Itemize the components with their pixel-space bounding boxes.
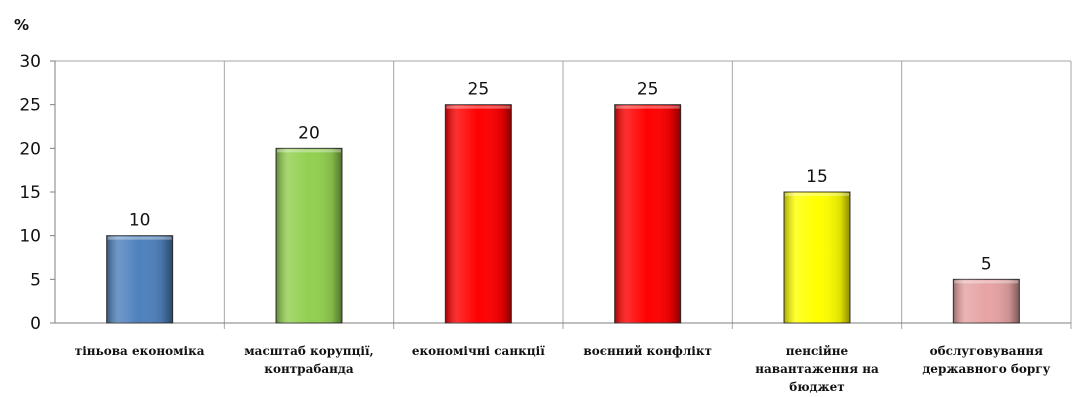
data-label: 20 bbox=[298, 123, 320, 143]
bar-top-highlight bbox=[954, 280, 1019, 284]
y-tick-label: 5 bbox=[30, 270, 41, 290]
bar-top-highlight bbox=[107, 236, 172, 240]
category-gridlines bbox=[55, 60, 1072, 329]
x-tick-label: воєнний конфлікт bbox=[583, 344, 712, 358]
y-tick-label: 25 bbox=[19, 96, 41, 116]
x-tick-label: контрабанда bbox=[264, 362, 354, 376]
x-axis-category-labels: тіньова економіка масштаб корупції, контра… bbox=[75, 344, 1051, 394]
bars bbox=[106, 104, 1020, 324]
bar-group bbox=[444, 104, 512, 324]
bar-shading bbox=[106, 235, 173, 323]
data-label: 25 bbox=[637, 80, 659, 100]
x-tick-label: масштаб корупції, bbox=[244, 344, 373, 358]
y-axis-ticks: 0 5 10 15 20 25 30 bbox=[19, 52, 55, 334]
bar-shading bbox=[445, 104, 512, 324]
bar-group bbox=[952, 278, 1020, 324]
bar-group bbox=[106, 235, 174, 324]
x-tick-label: пенсійне bbox=[786, 344, 849, 358]
bar-group bbox=[783, 191, 851, 324]
x-tick-label: державного боргу bbox=[922, 362, 1050, 376]
bar-shading bbox=[614, 104, 681, 324]
bar-top-highlight bbox=[277, 149, 341, 153]
x-tick-label: навантаження на bbox=[755, 362, 879, 376]
y-tick-label: 30 bbox=[19, 52, 41, 72]
x-tick-label: економічні санкції bbox=[412, 344, 545, 358]
data-label: 25 bbox=[468, 80, 490, 100]
bar-shading bbox=[784, 192, 850, 323]
y-tick-label: 20 bbox=[19, 139, 41, 159]
y-axis-unit-label: % bbox=[14, 16, 29, 34]
y-tick-label: 10 bbox=[19, 227, 41, 247]
bar-top-highlight bbox=[615, 105, 680, 109]
bar-shading bbox=[276, 148, 342, 323]
y-tick-label: 15 bbox=[19, 183, 41, 203]
y-tick-label: 0 bbox=[30, 314, 41, 334]
bar-group bbox=[614, 104, 682, 324]
bar-top-highlight bbox=[446, 105, 511, 109]
data-label: 15 bbox=[806, 167, 828, 187]
data-label: 5 bbox=[981, 254, 992, 274]
bar-shading bbox=[953, 279, 1020, 323]
x-tick-label: обслуговування bbox=[930, 344, 1044, 358]
data-label: 10 bbox=[129, 211, 151, 231]
bar-top-highlight bbox=[785, 193, 849, 196]
data-labels: 10 20 25 25 15 5 bbox=[129, 80, 992, 275]
bar-group bbox=[275, 147, 343, 324]
x-tick-label: бюджет bbox=[789, 380, 845, 394]
x-tick-label: тіньова економіка bbox=[75, 344, 205, 358]
